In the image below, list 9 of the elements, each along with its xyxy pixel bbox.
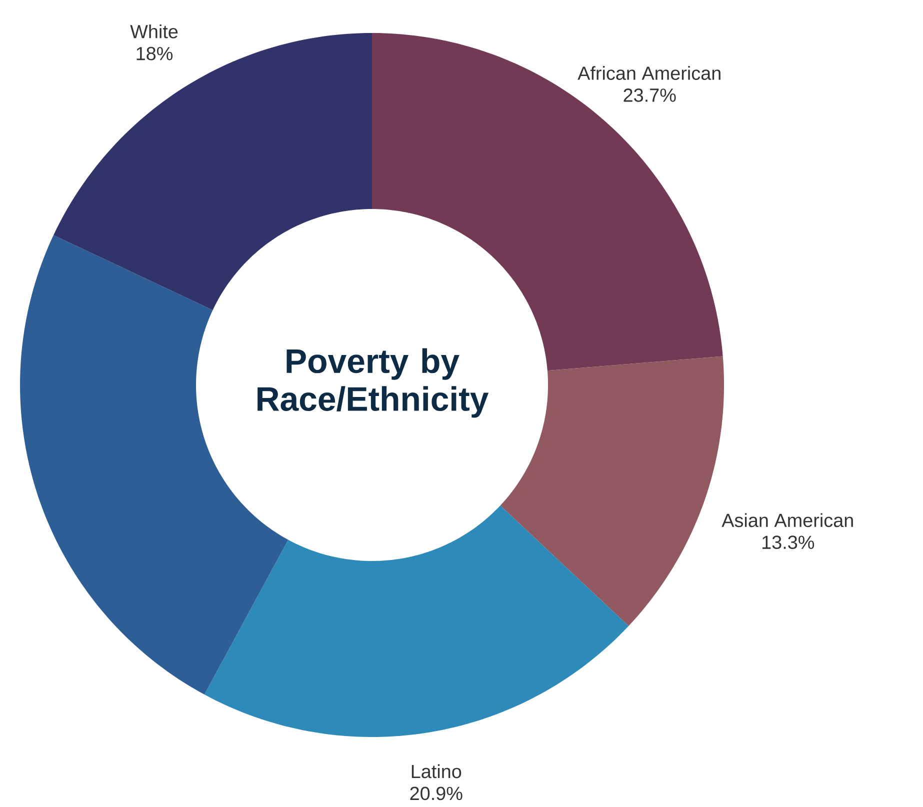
data-label: 23.7% xyxy=(624,88,676,102)
slice-label: White xyxy=(130,24,178,38)
slice-label: African American xyxy=(578,66,720,80)
slice-label: Asian American xyxy=(722,513,853,528)
text: Poverty by Race/Ethnicity xyxy=(258,348,489,418)
slice-label: Latino xyxy=(412,764,462,778)
data-label: 18% xyxy=(136,46,173,60)
data-label: 20.9% xyxy=(410,786,462,800)
data-label: 13.3% xyxy=(762,536,814,550)
